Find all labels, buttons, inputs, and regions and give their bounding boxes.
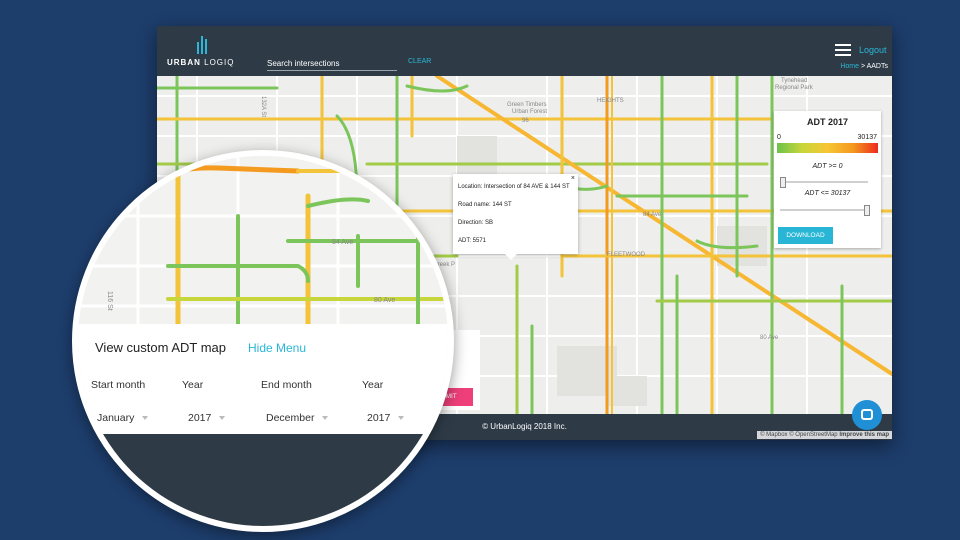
- adt-max-label: ADT <= 30137: [804, 190, 851, 197]
- adt-max-slider-thumb[interactable]: [864, 205, 870, 216]
- map-label-96: 96: [522, 118, 529, 124]
- zoom-label-80-ave: 80 Ave: [374, 297, 395, 304]
- popup-adt: ADT: 5571: [458, 238, 487, 244]
- map-label-green-timbers: Green Timbers: [507, 102, 547, 108]
- zoom-magnifier: 84 Ave 80 Ave 116 St View custom ADT map…: [72, 150, 454, 532]
- chevron-down-icon: [398, 416, 405, 421]
- close-icon[interactable]: ×: [570, 175, 575, 182]
- popup-location: Location: Intersection of 84 AVE & 144 S…: [458, 184, 570, 190]
- custom-adt-panel: View custom ADT map Hide Menu Start mont…: [78, 324, 448, 434]
- menu-icon[interactable]: [835, 44, 851, 56]
- legend-color-bar: [777, 143, 878, 153]
- map-label-84-ave: 84 Ave: [643, 212, 662, 218]
- chevron-down-icon: [322, 416, 329, 421]
- legend-title: ADT 2017: [806, 117, 849, 127]
- adt-min-slider[interactable]: [780, 177, 868, 188]
- map-label-80-ave: 80 Ave: [760, 335, 779, 341]
- intersection-popup: × Location: Intersection of 84 AVE & 144…: [453, 174, 578, 254]
- end-month-label: End month: [261, 379, 312, 391]
- urbanlogiq-logo[interactable]: URBAN LOGIQ: [167, 34, 247, 70]
- legend-min: 0: [777, 134, 781, 141]
- zoom-label-84-ave: 84 Ave: [332, 239, 353, 246]
- custom-map-title: View custom ADT map: [95, 340, 227, 355]
- breadcrumb-current: AADTs: [866, 63, 888, 70]
- breadcrumb-home[interactable]: Home: [840, 63, 859, 70]
- chevron-down-icon: [142, 416, 149, 421]
- popup-direction: Direction: SB: [458, 220, 494, 226]
- top-bar: URBAN LOGIQ CLEAR Logout Home > AADTs: [157, 26, 892, 76]
- download-button[interactable]: DOWNLOAD: [778, 227, 833, 244]
- chat-icon: [861, 409, 873, 420]
- legend-max: 30137: [857, 134, 877, 141]
- start-year-select[interactable]: 2017: [188, 412, 226, 424]
- start-month-select[interactable]: January: [97, 412, 149, 424]
- start-year-label: Year: [182, 379, 204, 391]
- map-label-regional-park: Regional Park: [775, 85, 814, 91]
- zoom-label-116-st: 116 St: [106, 291, 113, 311]
- breadcrumb-separator: >: [859, 63, 867, 70]
- chevron-down-icon: [219, 416, 226, 421]
- breadcrumb: Home > AADTs: [840, 63, 888, 70]
- end-year-label: Year: [362, 379, 384, 391]
- hide-menu-link[interactable]: Hide Menu: [248, 341, 307, 355]
- popup-road: Road name: 144 ST: [458, 202, 512, 208]
- chat-button[interactable]: [852, 400, 882, 430]
- map-label-urban-forest: Urban Forest: [512, 109, 547, 115]
- search-input[interactable]: [267, 56, 397, 71]
- clear-button[interactable]: CLEAR: [408, 58, 432, 65]
- adt-min-label: ADT >= 0: [812, 163, 843, 170]
- end-month-select[interactable]: December: [266, 412, 329, 424]
- improve-map-link[interactable]: Improve this map: [839, 432, 889, 438]
- map-label-132a-st: 132A St: [260, 96, 266, 117]
- popup-tip: [505, 254, 517, 260]
- map-label-tynehead: Tynehead: [781, 78, 807, 84]
- map-attribution: © Mapbox © OpenStreetMap Improve this ma…: [757, 431, 892, 439]
- logout-link[interactable]: Logout: [859, 45, 887, 55]
- adt-max-slider[interactable]: [780, 205, 870, 216]
- adt-legend: ADT 2017 0 30137 ADT >= 0 ADT <= 30137 D…: [774, 111, 881, 248]
- adt-min-slider-thumb[interactable]: [780, 177, 786, 188]
- end-year-select[interactable]: 2017: [367, 412, 405, 424]
- map-label-fleetwood: FLEETWOOD: [607, 252, 646, 258]
- logo-bars-icon: [197, 36, 207, 54]
- map-label-heights: HEIGHTS: [597, 98, 624, 104]
- logo-text: URBAN LOGIQ: [167, 58, 235, 67]
- start-month-label: Start month: [91, 379, 146, 391]
- zoomed-footer: [78, 434, 448, 526]
